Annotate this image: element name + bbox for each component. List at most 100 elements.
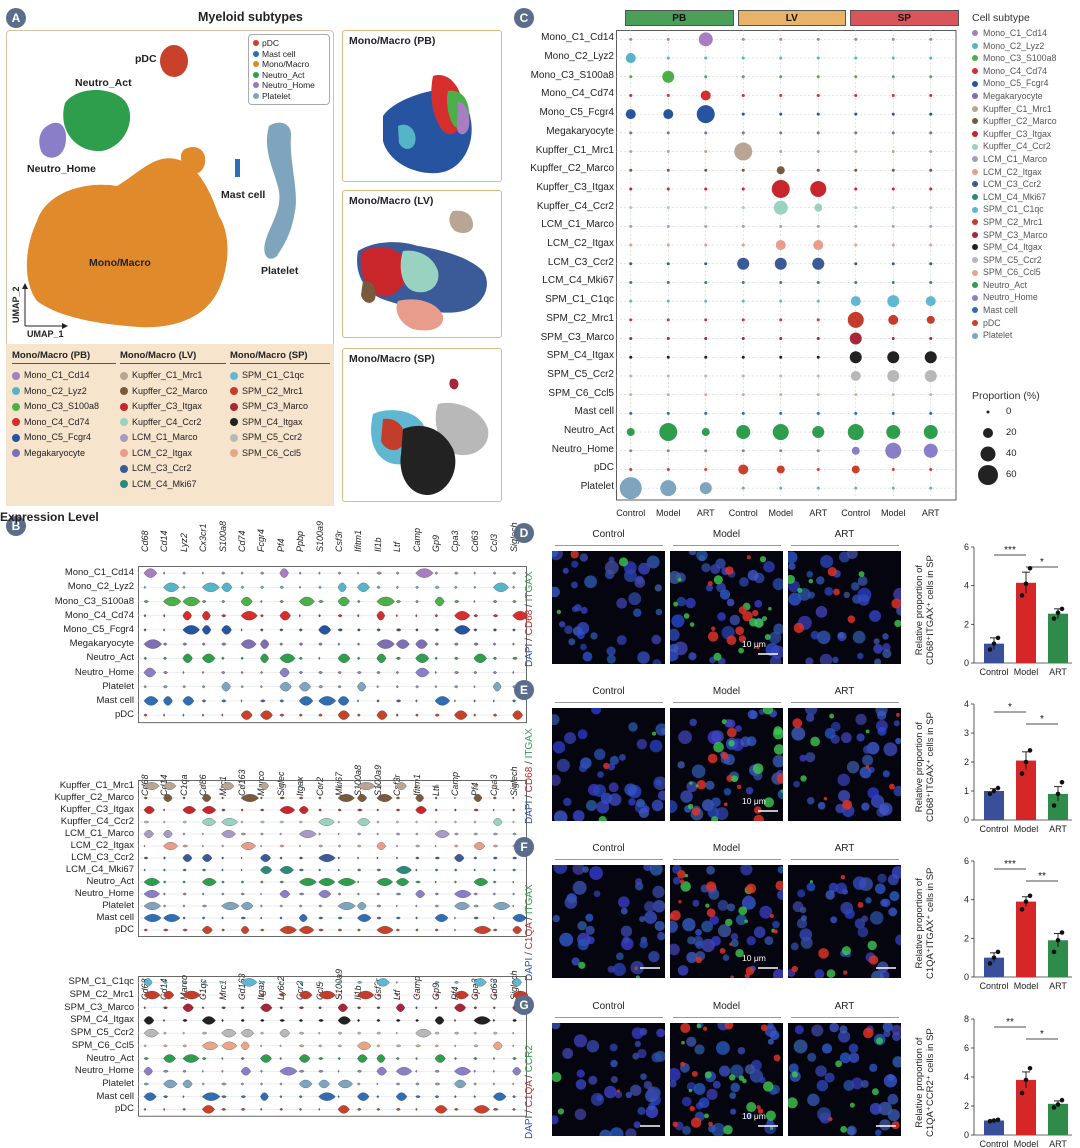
dotplot-dot [625, 109, 636, 120]
size-legend-title: Proportion (%) [972, 390, 1040, 402]
violin-shape [163, 880, 167, 884]
if-col-rule [555, 545, 663, 546]
violin-shape [202, 878, 217, 886]
violin-shape [454, 571, 459, 575]
dotplot-dot [659, 423, 678, 442]
violin-shape [318, 625, 331, 635]
dotplot-dot [741, 299, 745, 303]
legend-dot [972, 181, 978, 188]
dotplot-dot [923, 425, 938, 440]
violin-shape [279, 585, 285, 589]
violin-shape [376, 611, 385, 621]
violin-shape [376, 671, 381, 674]
dotplot-dot [629, 449, 633, 453]
umap-sub-lv: Mono/Macro (LV) [342, 190, 502, 338]
violin-shape [454, 796, 456, 800]
violin-shape [473, 784, 479, 788]
violin-shape [434, 993, 440, 997]
bar-ylabel: Relative proportion of C1QA⁺CCR2⁺ cells i… [914, 1028, 936, 1137]
violin-shape [512, 671, 515, 674]
dotplot-dot [704, 262, 708, 266]
dotplot-row-label: Mono_C1_Cd14 [541, 32, 614, 44]
dotplot-dot [666, 449, 670, 453]
violin-shape [493, 671, 497, 674]
violin-shape [473, 820, 477, 824]
dotplot-dot [663, 109, 674, 120]
legend-dot [972, 332, 978, 339]
violin-shape [143, 568, 158, 578]
dotplot-dot [704, 467, 708, 471]
violin-shape [182, 696, 195, 706]
violin-shape [493, 713, 498, 717]
gene-label: Cpa3 [450, 530, 461, 552]
gene-label: Ifitm1 [353, 529, 364, 552]
violin-shape [376, 878, 393, 886]
bar-ytick: 0 [964, 1130, 969, 1140]
violin-shape [454, 1108, 459, 1111]
violin-shape [143, 614, 147, 618]
violin-shape [318, 600, 324, 603]
violin-shape [182, 596, 201, 607]
legend-label: SPM_C3_Marco [983, 229, 1048, 240]
violin-shape [493, 699, 495, 703]
panel-b-violin: Cd68 Cd14 Lyz2 Cx3cr1 S100a8 Cd74 Fcgr4 Pf4 Ppbp… [0, 510, 528, 1148]
violin-shape [240, 710, 253, 720]
violin-shape [318, 1057, 324, 1060]
violin-shape [493, 880, 497, 884]
dotplot-dot [925, 296, 936, 307]
subtype-item: SPM_C4_Itgax [242, 416, 303, 427]
dotplot-dot [666, 337, 670, 341]
violin-shape [299, 856, 304, 860]
dotplot-dot [850, 370, 861, 381]
violin-shape [492, 844, 499, 848]
violin-shape [376, 842, 386, 850]
subtype-item: SPM_C2_Mrc1 [242, 385, 304, 396]
dotplot-dot [891, 243, 895, 247]
dotplot-dot [629, 75, 633, 79]
size-legend-label: 40 [1006, 448, 1017, 459]
gene-label: Pf4 [275, 538, 286, 552]
violin-shape [221, 916, 224, 920]
dotplot-dot [704, 393, 708, 397]
dotplot-dot [704, 206, 708, 210]
dotplot-row-label: SPM_C6_Ccl5 [548, 387, 614, 399]
violin-shape [357, 1108, 362, 1111]
violin-shape [357, 682, 367, 692]
dotplot-dot [619, 477, 642, 500]
dotplot-grid [616, 30, 957, 501]
data-point [987, 791, 993, 797]
dotplot-dot [929, 467, 933, 471]
umap-cluster-neutro-home [39, 122, 67, 158]
legend-dot [972, 319, 978, 326]
violin-shape [163, 1044, 168, 1048]
violin-row-label: pDC [114, 709, 134, 721]
dotplot-dot [929, 262, 933, 266]
umap-sub-plot [371, 378, 489, 495]
violin-shape [376, 1044, 381, 1048]
bar-ytick: 6 [964, 542, 969, 552]
violin-shape [396, 993, 399, 997]
bar [984, 1120, 1004, 1135]
violin-shape [473, 878, 489, 886]
violin-shape [143, 667, 156, 678]
violin-shape [357, 671, 362, 674]
violin-shape [357, 818, 371, 826]
violin-shape [182, 685, 186, 689]
violin-shape [493, 796, 497, 800]
violin-shape [299, 1108, 302, 1111]
group-header-pb: PB [625, 10, 734, 26]
data-point [1055, 610, 1061, 616]
sig-mark: * [1040, 1029, 1044, 1040]
violin-shape [357, 808, 363, 812]
violin-row-label: Platelet [102, 680, 134, 692]
violin-shape [492, 1108, 499, 1111]
violin-shape [337, 1016, 351, 1025]
violin-shape [279, 784, 283, 788]
violin-shape [493, 614, 499, 618]
violin-shape [376, 1067, 387, 1076]
panel-letter-c: C [514, 8, 534, 28]
violin-shape [415, 653, 430, 663]
dotplot-dot [704, 75, 708, 79]
violin-shape [396, 981, 398, 984]
violin-shape [299, 585, 301, 589]
